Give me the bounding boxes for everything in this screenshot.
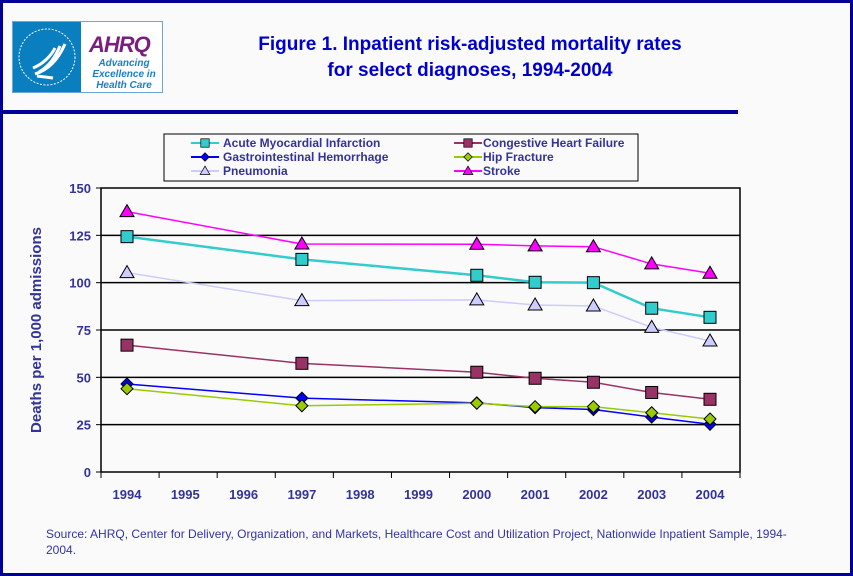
legend-label-acute-myocardial-infarction: Acute Myocardial Infarction <box>223 136 380 150</box>
x-tick-label: 2000 <box>462 487 491 502</box>
y-tick-label: 150 <box>69 181 91 196</box>
data-point-stroke <box>468 236 485 250</box>
data-point-congestive-heart-failure <box>470 365 484 379</box>
title-line-1: Figure 1. Inpatient risk-adjusted mortal… <box>258 34 682 55</box>
title-line-2: for select diagnoses, 1994-2004 <box>327 60 613 81</box>
legend-label-gastrointestinal-hemorrhage: Gastrointestinal Hemorrhage <box>223 150 389 164</box>
data-point-stroke <box>294 236 310 250</box>
ahrq-logo: AHRQ Advancing Excellence in Health Care <box>12 21 163 93</box>
data-point-pneumonia <box>585 297 602 312</box>
legend-marker-gastrointestinal-hemorrhage <box>200 152 210 162</box>
legend-label-pneumonia: Pneumonia <box>223 164 288 178</box>
legend-marker-acute-myocardial-infarction <box>200 138 210 148</box>
data-point-acute-myocardial-infarction <box>586 276 600 290</box>
data-point-hip-fracture <box>586 399 601 414</box>
x-tick-label: 1996 <box>229 487 258 502</box>
y-tick-label: 100 <box>69 276 91 291</box>
x-tick-label: 2002 <box>579 487 608 502</box>
data-point-pneumonia <box>643 319 660 333</box>
figure-title: Figure 1. Inpatient risk-adjusted mortal… <box>190 32 750 84</box>
data-point-pneumonia <box>294 292 310 307</box>
data-point-acute-myocardial-infarction <box>120 230 134 244</box>
data-point-stroke <box>702 265 718 279</box>
data-point-pneumonia <box>119 264 135 279</box>
x-tick-label: 1997 <box>287 487 316 502</box>
data-point-congestive-heart-failure <box>703 392 717 406</box>
legend-marker-hip-fracture <box>463 152 473 162</box>
data-point-congestive-heart-failure <box>645 385 659 399</box>
x-tick-label: 2004 <box>696 487 726 502</box>
data-point-acute-myocardial-infarction <box>470 268 484 282</box>
x-tick-label: 2001 <box>521 487 550 502</box>
ahrq-wordmark: AHRQ <box>89 32 151 57</box>
y-tick-label: 25 <box>77 418 91 433</box>
data-point-congestive-heart-failure <box>586 375 600 389</box>
data-point-acute-myocardial-infarction <box>645 301 659 315</box>
legend-box <box>163 133 639 182</box>
data-point-congestive-heart-failure <box>295 356 309 370</box>
ahrq-tagline: Advancing Excellence in Health Care <box>92 58 156 91</box>
legend-marker-pneumonia <box>199 165 211 175</box>
source-note: Source: AHRQ, Center for Delivery, Organ… <box>46 527 787 557</box>
data-point-stroke <box>643 255 660 270</box>
y-tick-label: 50 <box>77 370 91 385</box>
data-point-hip-fracture <box>295 399 309 413</box>
legend-marker-congestive-heart-failure <box>463 138 473 148</box>
data-point-pneumonia <box>468 291 485 306</box>
data-point-acute-myocardial-infarction <box>703 310 717 324</box>
data-point-congestive-heart-failure <box>528 371 542 385</box>
x-tick-label: 1998 <box>346 487 375 502</box>
data-point-congestive-heart-failure <box>120 338 134 352</box>
y-axis-label: Deaths per 1,000 admissions <box>28 227 45 433</box>
data-point-pneumonia <box>702 332 718 347</box>
data-point-hip-fracture <box>528 399 542 414</box>
data-point-hip-fracture <box>644 406 659 420</box>
legend-marker-stroke <box>462 165 474 175</box>
data-point-stroke <box>585 238 602 253</box>
data-point-acute-myocardial-infarction <box>295 252 309 266</box>
data-point-hip-fracture <box>703 412 717 426</box>
data-point-stroke <box>527 237 543 252</box>
data-point-stroke <box>119 203 135 218</box>
data-point-pneumonia <box>527 297 543 311</box>
data-point-acute-myocardial-infarction <box>528 275 542 289</box>
x-tick-label: 1994 <box>113 487 143 502</box>
y-tick-label: 125 <box>69 228 91 243</box>
data-point-hip-fracture <box>470 396 484 410</box>
y-tick-label: 75 <box>77 323 91 338</box>
x-tick-label: 2003 <box>637 487 666 502</box>
data-point-hip-fracture <box>120 381 134 396</box>
x-tick-label: 1995 <box>171 487 200 502</box>
legend-label-stroke: Stroke <box>483 164 521 178</box>
x-tick-label: 1999 <box>404 487 433 502</box>
legend-label-hip-fracture: Hip Fracture <box>483 150 554 164</box>
y-tick-label: 0 <box>84 465 91 480</box>
header-divider <box>3 110 738 114</box>
hhs-seal-icon <box>13 22 81 92</box>
legend-label-congestive-heart-failure: Congestive Heart Failure <box>483 136 625 150</box>
